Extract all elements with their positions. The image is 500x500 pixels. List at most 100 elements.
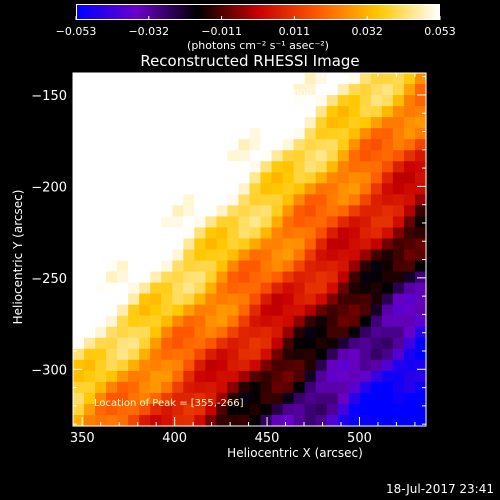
heatmap-cell — [370, 414, 383, 427]
heatmap-cell — [337, 117, 350, 129]
heatmap-cell — [216, 150, 229, 162]
heatmap-cell — [282, 403, 295, 416]
heatmap-cell — [392, 205, 405, 218]
heatmap-cell — [392, 293, 405, 306]
heatmap-cell — [128, 106, 140, 118]
heatmap-cell — [194, 370, 206, 383]
heatmap-cell — [381, 205, 394, 218]
heatmap-cell — [150, 304, 162, 317]
heatmap-cell — [293, 304, 306, 317]
heatmap-cell — [304, 260, 317, 273]
heatmap-cell — [304, 337, 317, 350]
heatmap-cell — [271, 348, 284, 361]
y-tick-label: −250 — [31, 272, 67, 287]
heatmap-cell — [73, 304, 85, 317]
heatmap-cell — [238, 95, 251, 107]
heatmap-cell — [161, 414, 173, 427]
heatmap-cell — [183, 194, 195, 206]
heatmap-cell — [337, 249, 350, 262]
y-tick-label: −300 — [31, 363, 67, 378]
heatmap-cell — [161, 348, 173, 361]
heatmap-cell — [359, 392, 372, 405]
heatmap-cell — [315, 139, 328, 151]
heatmap-cell — [95, 392, 107, 405]
heatmap-cell — [95, 370, 107, 383]
heatmap-cell — [260, 282, 273, 295]
heatmap-cell — [172, 403, 184, 416]
heatmap-cell — [359, 139, 372, 151]
heatmap-cell — [392, 117, 405, 129]
heatmap-cell — [326, 359, 339, 372]
heatmap-cell — [150, 172, 162, 184]
heatmap-cell — [249, 106, 262, 118]
heatmap-cell — [392, 315, 405, 328]
heatmap-cell — [106, 183, 118, 195]
heatmap-cell — [216, 282, 229, 295]
heatmap-cell — [359, 73, 372, 85]
heatmap-cell — [348, 326, 361, 339]
heatmap-cell — [238, 73, 251, 85]
heatmap-cell — [304, 227, 317, 240]
heatmap-cell — [95, 95, 107, 107]
heatmap-cell — [392, 326, 405, 339]
heatmap-cell — [304, 161, 317, 173]
heatmap-cell — [315, 183, 328, 195]
heatmap-cell — [139, 414, 151, 427]
heatmap-cell — [73, 414, 85, 427]
heatmap-cell — [117, 271, 129, 284]
heatmap-cell — [359, 227, 372, 240]
heatmap-cell — [403, 414, 416, 427]
heatmap-cell — [106, 227, 118, 240]
heatmap-cell — [139, 326, 151, 339]
heatmap-cell — [282, 172, 295, 184]
heatmap-cell — [84, 282, 96, 295]
heatmap-cell — [326, 238, 339, 251]
heatmap-cell — [205, 172, 218, 184]
heatmap-cell — [414, 403, 427, 416]
heatmap-cell — [315, 293, 328, 306]
heatmap-cell — [381, 128, 394, 140]
heatmap-cell — [183, 304, 195, 317]
heatmap-cell — [117, 249, 129, 262]
heatmap-cell — [216, 293, 229, 306]
y-tick-label: −200 — [31, 180, 67, 195]
heatmap-cell — [161, 249, 173, 262]
heatmap-cell — [205, 205, 218, 218]
heatmap-cell — [84, 249, 96, 262]
heatmap-cell — [172, 183, 184, 195]
heatmap-cell — [337, 183, 350, 195]
heatmap-cell — [381, 414, 394, 427]
heatmap-cell — [227, 414, 240, 427]
heatmap-cell — [128, 348, 140, 361]
heatmap-cell — [172, 381, 184, 394]
heatmap-cell — [150, 260, 162, 273]
heatmap-cell — [293, 326, 306, 339]
heatmap-cell — [249, 370, 262, 383]
heatmap-cell — [139, 238, 151, 251]
heatmap-cell — [249, 260, 262, 273]
heatmap-cell — [359, 337, 372, 350]
heatmap-cell — [381, 194, 394, 206]
heatmap-cell — [249, 172, 262, 184]
heatmap-cell — [227, 205, 240, 218]
heatmap-cell — [381, 260, 394, 273]
heatmap-cell — [260, 326, 273, 339]
heatmap-cell — [271, 194, 284, 206]
heatmap-cell — [403, 392, 416, 405]
heatmap-cell — [392, 161, 405, 173]
colorbar-ticks: −0.053 −0.032 −0.011 0.011 0.032 0.053 — [56, 16, 456, 38]
heatmap-cell — [161, 183, 173, 195]
heatmap-cell — [139, 282, 151, 295]
heatmap-cell — [381, 370, 394, 383]
heatmap-cell — [73, 117, 85, 129]
heatmap-cell — [117, 95, 129, 107]
heatmap-cell — [315, 238, 328, 251]
heatmap-cell — [304, 282, 317, 295]
heatmap-cell — [95, 205, 107, 218]
heatmap-cell — [238, 106, 251, 118]
heatmap-cell — [260, 183, 273, 195]
heatmap-cell — [183, 106, 195, 118]
heatmap-cell — [106, 326, 118, 339]
heatmap-cell — [172, 271, 184, 284]
heatmap-cell — [73, 172, 85, 184]
